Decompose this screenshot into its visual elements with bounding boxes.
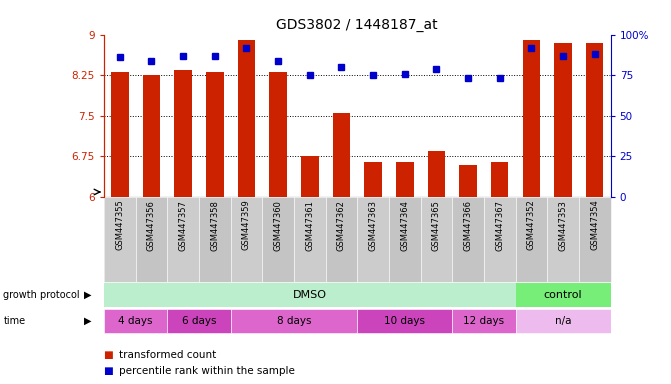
Bar bbox=[491, 162, 509, 197]
Text: 4 days: 4 days bbox=[118, 316, 153, 326]
Bar bbox=[427, 151, 445, 197]
Text: time: time bbox=[3, 316, 25, 326]
Bar bbox=[333, 113, 350, 197]
Bar bbox=[452, 309, 515, 333]
Bar bbox=[421, 197, 452, 281]
Bar bbox=[143, 75, 160, 197]
Text: GSM447363: GSM447363 bbox=[368, 200, 378, 251]
Bar bbox=[167, 309, 231, 333]
Bar bbox=[301, 157, 319, 197]
Bar bbox=[460, 165, 477, 197]
Text: 6 days: 6 days bbox=[182, 316, 216, 326]
Bar bbox=[515, 283, 611, 306]
Text: growth protocol: growth protocol bbox=[3, 290, 80, 300]
Text: GSM447364: GSM447364 bbox=[401, 200, 409, 250]
Text: transformed count: transformed count bbox=[119, 350, 216, 360]
Text: GSM447354: GSM447354 bbox=[590, 200, 599, 250]
Text: GSM447357: GSM447357 bbox=[178, 200, 188, 250]
Bar bbox=[262, 197, 294, 281]
Bar bbox=[104, 197, 136, 281]
Text: 12 days: 12 days bbox=[464, 316, 505, 326]
Bar bbox=[484, 197, 515, 281]
Text: GSM447367: GSM447367 bbox=[495, 200, 505, 251]
Bar bbox=[586, 43, 603, 197]
Text: ■: ■ bbox=[104, 366, 117, 376]
Text: DMSO: DMSO bbox=[293, 290, 327, 300]
Text: n/a: n/a bbox=[555, 316, 572, 326]
Bar bbox=[104, 283, 515, 306]
Bar bbox=[104, 309, 167, 333]
Bar bbox=[111, 73, 129, 197]
Bar bbox=[523, 40, 540, 197]
Bar bbox=[206, 73, 223, 197]
Text: ▶: ▶ bbox=[83, 290, 91, 300]
Text: GSM447355: GSM447355 bbox=[115, 200, 124, 250]
Text: control: control bbox=[544, 290, 582, 300]
Bar bbox=[136, 197, 167, 281]
Bar bbox=[174, 70, 192, 197]
Title: GDS3802 / 1448187_at: GDS3802 / 1448187_at bbox=[276, 18, 438, 32]
Bar bbox=[167, 197, 199, 281]
Bar bbox=[579, 197, 611, 281]
Bar bbox=[199, 197, 231, 281]
Text: ■: ■ bbox=[104, 350, 117, 360]
Bar bbox=[515, 309, 611, 333]
Text: GSM447352: GSM447352 bbox=[527, 200, 536, 250]
Text: 8 days: 8 days bbox=[276, 316, 311, 326]
Text: GSM447358: GSM447358 bbox=[210, 200, 219, 250]
Bar bbox=[364, 162, 382, 197]
Bar bbox=[357, 309, 452, 333]
Bar bbox=[515, 197, 548, 281]
Bar bbox=[294, 197, 325, 281]
Text: GSM447361: GSM447361 bbox=[305, 200, 314, 250]
Bar bbox=[389, 197, 421, 281]
Text: GSM447365: GSM447365 bbox=[432, 200, 441, 250]
Text: 10 days: 10 days bbox=[384, 316, 425, 326]
Text: GSM447360: GSM447360 bbox=[274, 200, 282, 250]
Bar bbox=[231, 309, 357, 333]
Bar bbox=[357, 197, 389, 281]
Bar bbox=[231, 197, 262, 281]
Text: GSM447356: GSM447356 bbox=[147, 200, 156, 250]
Text: percentile rank within the sample: percentile rank within the sample bbox=[119, 366, 295, 376]
Bar bbox=[396, 162, 413, 197]
Text: GSM447353: GSM447353 bbox=[559, 200, 568, 250]
Text: ▶: ▶ bbox=[83, 316, 91, 326]
Bar bbox=[270, 73, 287, 197]
Text: GSM447366: GSM447366 bbox=[464, 200, 472, 251]
Bar bbox=[554, 43, 572, 197]
Bar bbox=[548, 197, 579, 281]
Text: GSM447362: GSM447362 bbox=[337, 200, 346, 250]
Text: GSM447359: GSM447359 bbox=[242, 200, 251, 250]
Bar bbox=[238, 40, 255, 197]
Bar bbox=[452, 197, 484, 281]
Bar bbox=[325, 197, 357, 281]
